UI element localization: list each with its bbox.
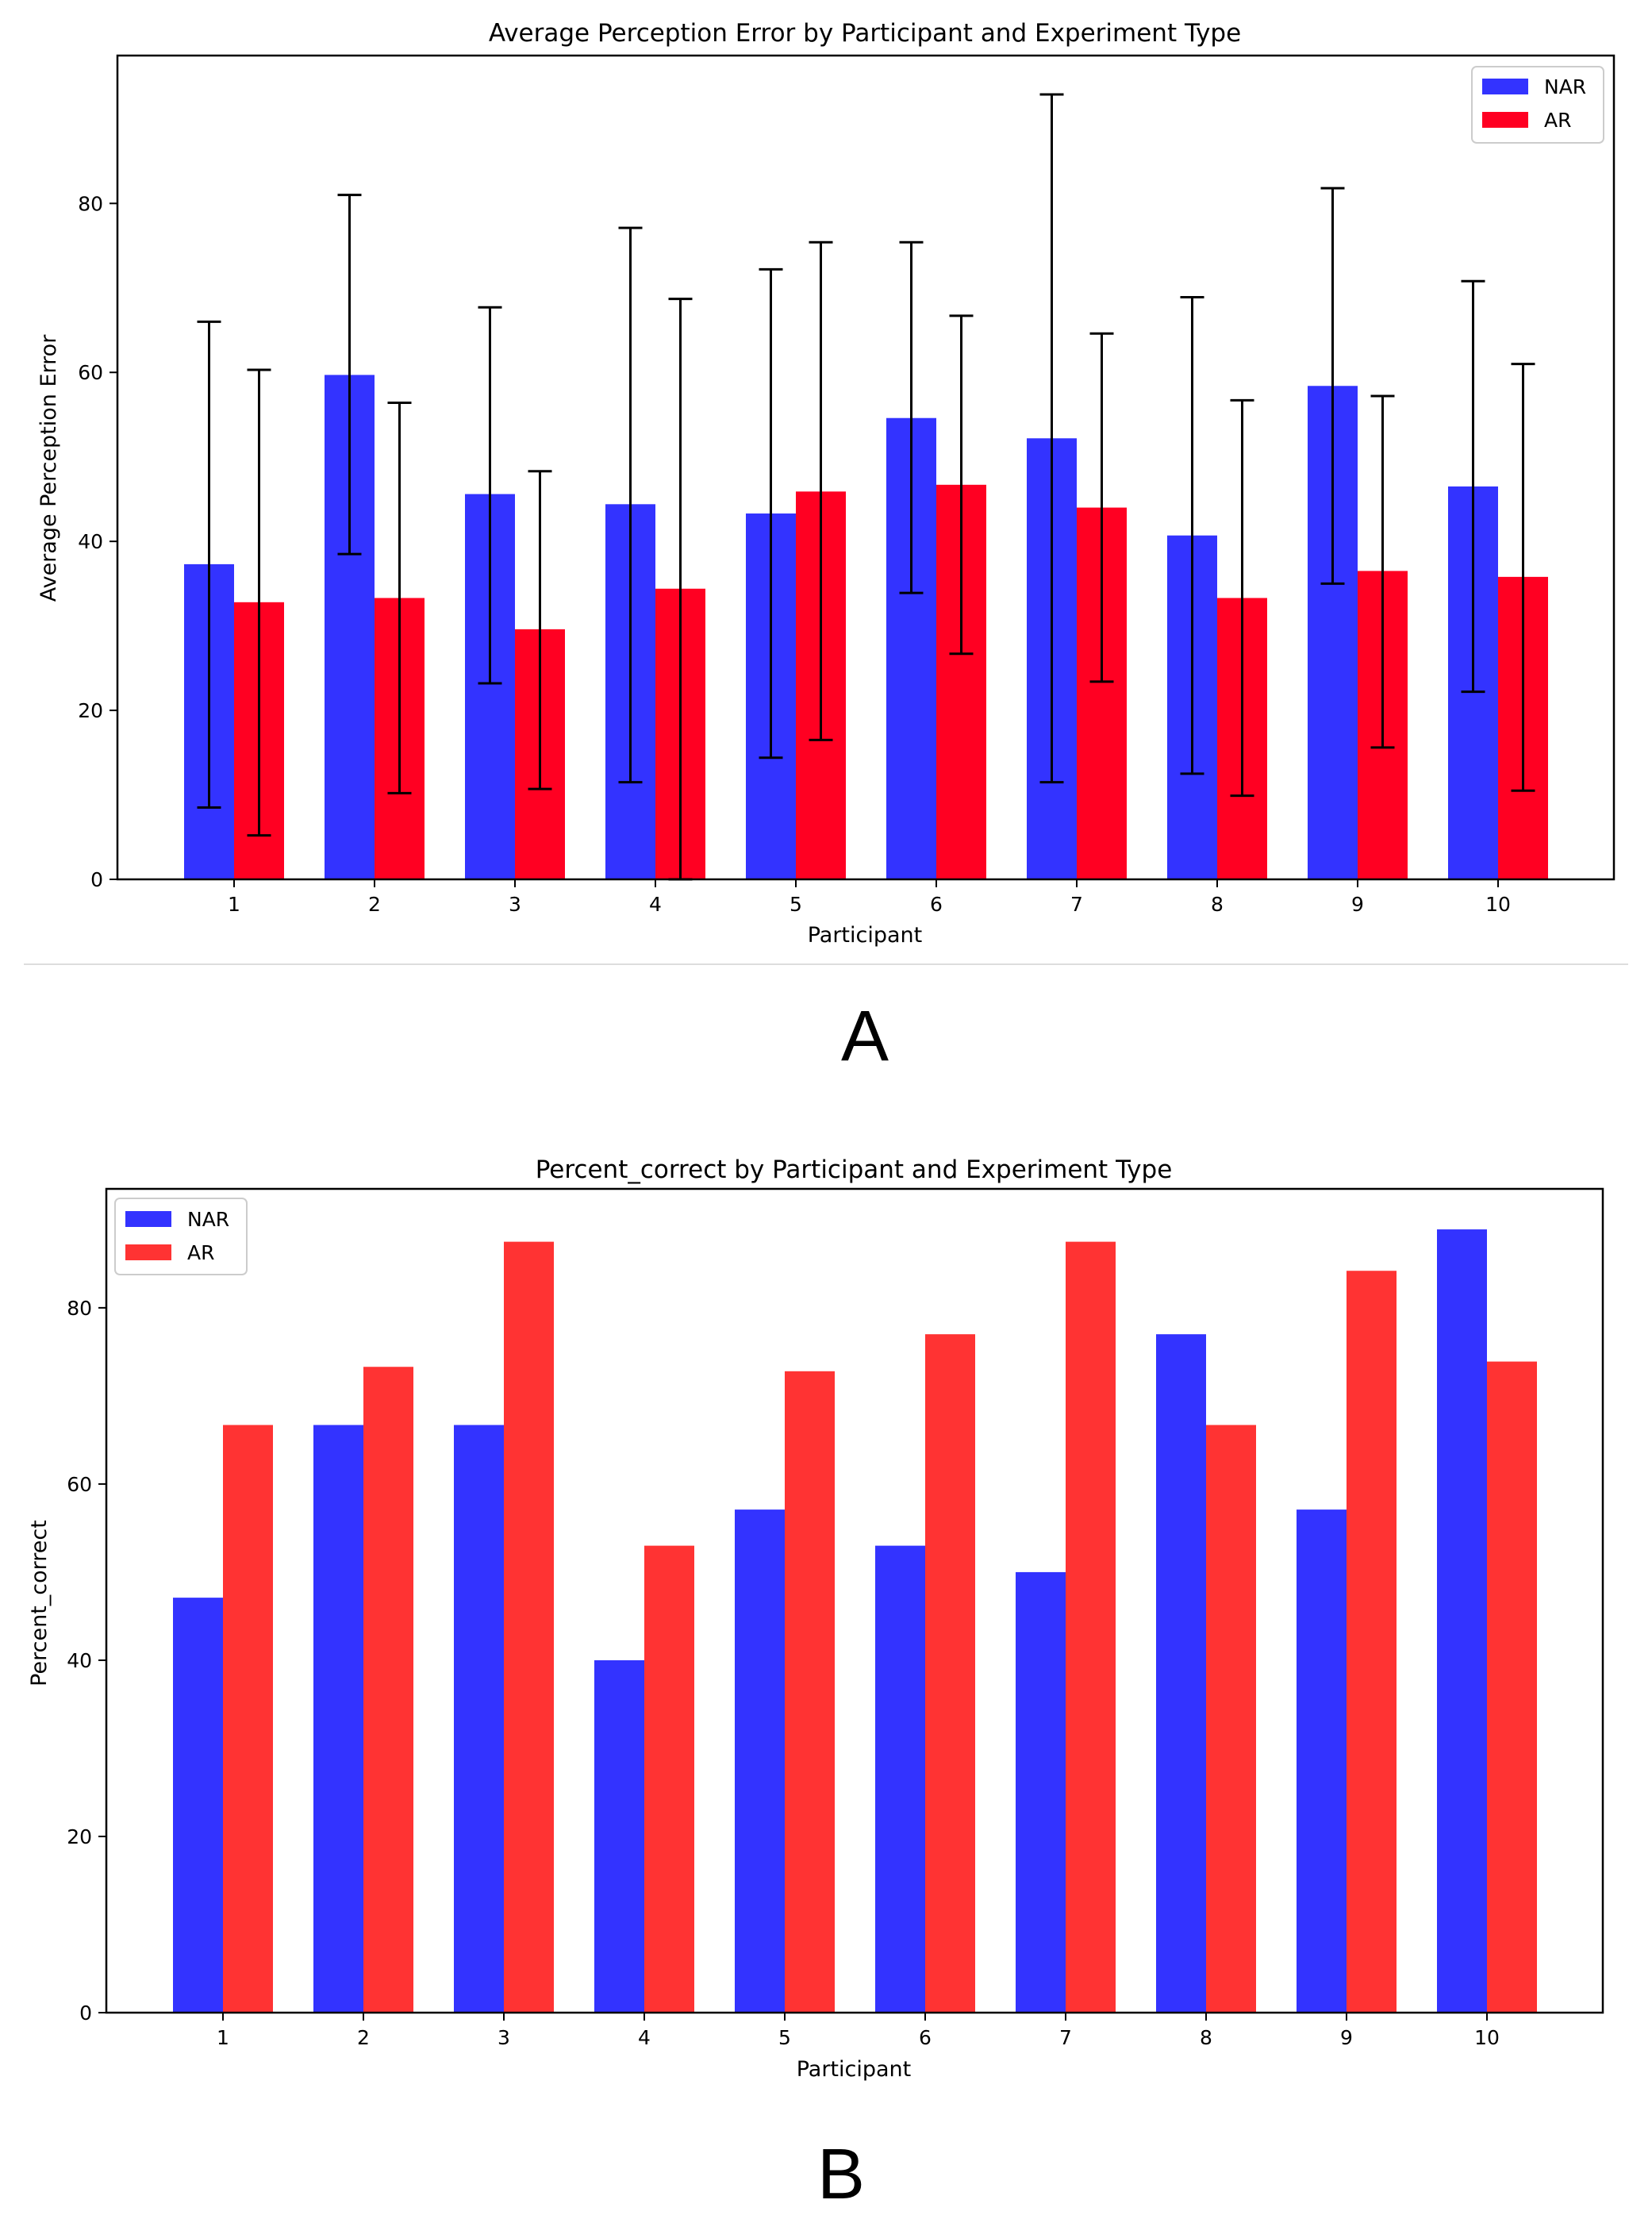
chart-a-xtick-label: 3 [509,893,521,916]
chart-a: Average Perception Error by Participant … [36,19,1616,948]
chart-b-bar-nar [173,1598,223,2013]
chart-a-errorbar-nar [1461,279,1485,694]
chart-b-legend-swatch-nar [125,1211,171,1227]
chart-a-xtick-label: 1 [228,893,240,916]
chart-b-ytick-label: 80 [67,1297,92,1320]
chart-b-xtick-label: 4 [638,2026,651,2049]
chart-a-xtick-label: 2 [368,893,381,916]
chart-b-ytick-label: 40 [67,1649,92,1672]
chart-b-bar-nar [735,1509,785,2013]
chart-a-xlabel: Participant [808,923,923,948]
chart-a-errorbar-ar [809,240,833,741]
chart-a-xtick-label: 7 [1070,893,1083,916]
chart-a-errorbar-nar [337,194,362,556]
chart-b-xtick-label: 6 [919,2026,932,2049]
chart-a-ytick-label: 80 [78,192,103,215]
panel-a-label: A [841,997,889,1076]
chart-b-plot-frame [105,1187,1604,2014]
chart-a-errorbar-nar [1320,187,1345,585]
chart-a-errorbar-nar [478,306,502,685]
chart-b-ytick-label: 20 [67,1825,92,1848]
chart-b-bar-nar [1297,1509,1347,2013]
chart-a-legend: NAR AR [1471,66,1604,144]
chart-a-errorbar-ar [528,470,552,790]
chart-b-bar-ar [1347,1271,1397,2013]
chart-a-ytick-label: 60 [78,361,103,384]
chart-b-bar-ar [925,1334,975,2013]
chart-b-bar-nar [454,1425,504,2013]
chart-a-ylabel: Average Perception Error [36,334,61,602]
chart-a-errorbar-ar [1511,363,1535,792]
chart-b-bar-ar [644,1545,694,2013]
chart-a-errorbar-nar [197,320,221,810]
chart-b-legend: NAR AR [114,1198,248,1275]
chart-a-errorbar-ar [949,314,974,656]
chart-b-bar-nar [594,1659,644,2013]
chart-a-errorbar-ar [1089,332,1114,683]
chart-a-xtick-label: 9 [1351,893,1364,916]
chart-b-ylabel: Percent_correct [27,1520,52,1686]
chart-b-xtick-label: 7 [1059,2026,1072,2049]
chart-b-bar-ar [223,1425,273,2013]
chart-b-legend-swatch-ar [125,1244,171,1260]
chart-b-bar-ar [1066,1241,1116,2013]
chart-a-legend-swatch-ar [1482,112,1528,128]
chart-a-errorbar-nar [899,240,924,594]
chart-b-xlabel: Participant [797,2057,912,2082]
chart-b-xtick-label: 8 [1200,2026,1212,2049]
chart-b-xtick-label: 9 [1340,2026,1353,2049]
chart-b-ytick-label: 60 [67,1473,92,1496]
panel-b-label: B [817,2135,865,2214]
chart-b-xtick-label: 10 [1474,2026,1500,2049]
chart-b: Percent_correct by Participant and Exper… [27,1156,1604,2082]
chart-a-errorbar-nar [759,267,783,760]
chart-b-bar-ar [504,1241,554,2013]
chart-a-title: Average Perception Error by Participant … [489,19,1241,48]
chart-b-xtick-label: 5 [778,2026,791,2049]
chart-b-xtick-label: 1 [217,2026,229,2049]
chart-a-errorbar-ar [1230,398,1254,798]
chart-b-legend-label-nar: NAR [187,1208,229,1231]
chart-a-plot-frame [116,54,1616,881]
chart-a-legend-swatch-nar [1482,79,1528,94]
chart-a-xtick-label: 10 [1485,893,1511,916]
chart-b-bar-nar [313,1425,363,2013]
chart-a-ytick-label: 0 [90,868,103,891]
chart-a-errorbar-ar [1370,394,1395,749]
chart-b-bar-nar [1016,1571,1066,2013]
chart-b-bar-ar [785,1371,835,2013]
chart-b-xtick-label: 3 [498,2026,510,2049]
chart-a-errorbar-ar [387,402,412,794]
chart-b-bar-ar [1487,1361,1537,2013]
chart-b-legend-label-ar: AR [187,1241,214,1264]
chart-a-xtick-label: 6 [930,893,943,916]
chart-b-title: Percent_correct by Participant and Exper… [536,1156,1173,1184]
chart-b-bar-ar [1206,1425,1256,2013]
chart-a-errorbar-nar [1039,93,1064,784]
chart-a-errorbar-ar [247,368,271,837]
chart-a-ytick-label: 40 [78,530,103,553]
chart-a-legend-label-ar: AR [1544,109,1571,132]
chart-b-bar-nar [1156,1334,1206,2013]
chart-a-legend-label-nar: NAR [1544,75,1586,98]
chart-b-bar-nar [1437,1229,1487,2013]
chart-a-errorbar-nar [1180,295,1204,775]
chart-a-errorbar-nar [618,226,643,784]
chart-a-xtick-label: 8 [1211,893,1224,916]
chart-b-bar-nar [875,1545,925,2013]
chart-b-ytick-label: 0 [79,2002,92,2025]
chart-b-bar-ar [363,1367,413,2013]
chart-a-xtick-label: 5 [790,893,802,916]
chart-a-ytick-label: 20 [78,699,103,722]
chart-b-xtick-label: 2 [357,2026,370,2049]
chart-a-xtick-label: 4 [649,893,662,916]
